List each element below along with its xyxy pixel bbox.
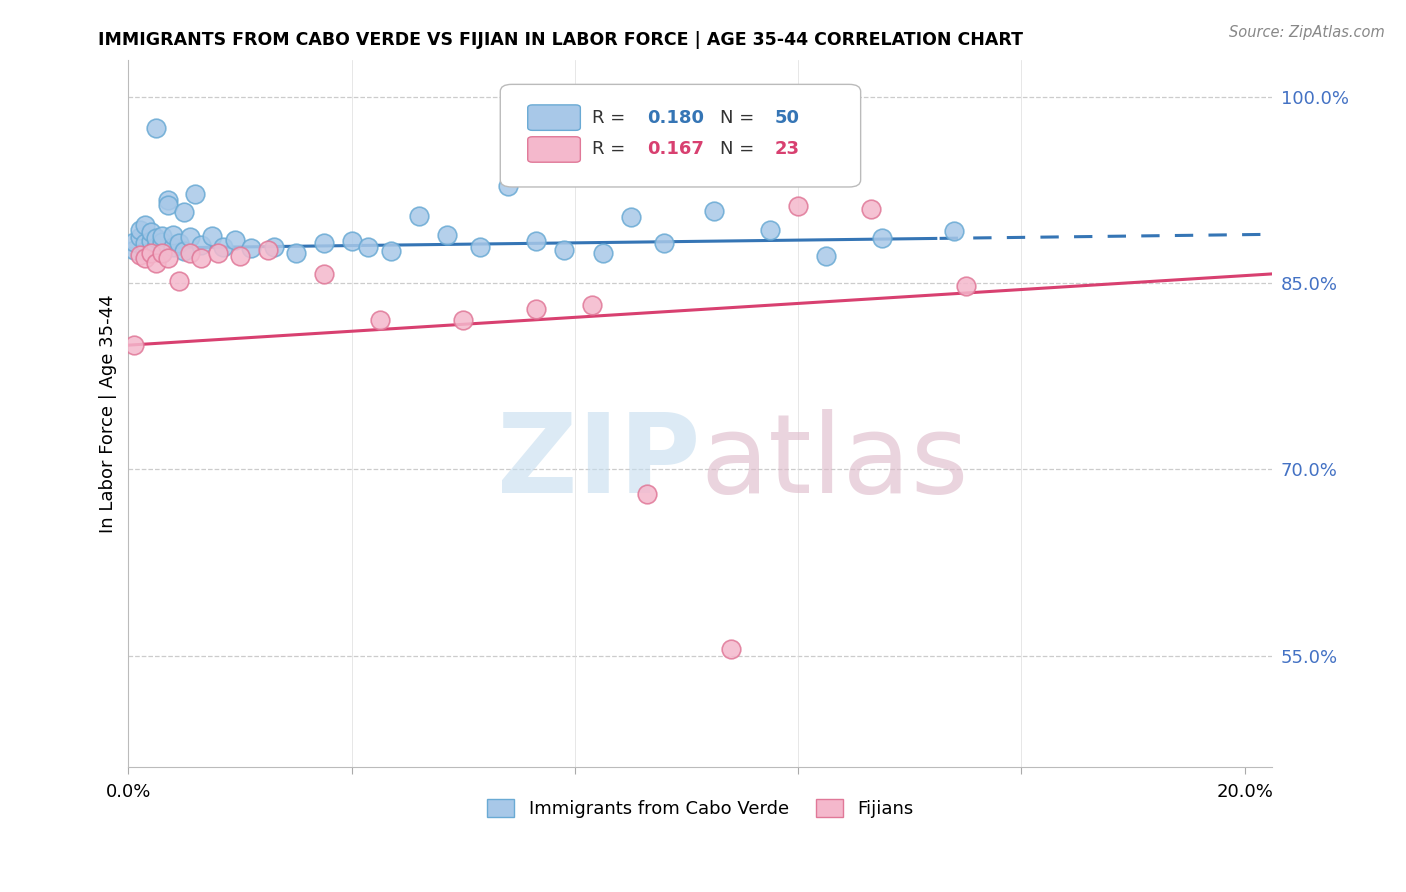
Point [224,233,246,247]
Point [139,246,162,260]
Point [312,236,335,251]
Point [703,204,725,219]
Point [759,222,782,236]
Text: atlas: atlas [700,409,969,516]
Point [592,246,614,260]
Point [720,642,742,657]
Point [859,202,882,216]
Point [620,211,643,225]
Point [190,237,212,252]
Point [652,236,675,251]
FancyBboxPatch shape [527,105,581,130]
Point [240,241,263,255]
Point [207,246,229,260]
Point [150,246,173,260]
Text: 0.167: 0.167 [647,140,703,159]
Point [150,246,173,260]
Text: Source: ZipAtlas.com: Source: ZipAtlas.com [1229,25,1385,40]
Point [436,227,458,242]
Point [128,222,150,236]
Point [284,246,307,260]
Point [167,236,190,251]
Point [145,231,167,245]
Point [553,243,575,257]
Point [145,240,167,254]
Text: R =: R = [592,109,631,127]
Point [179,246,201,260]
Point [162,240,184,254]
Text: R =: R = [592,140,631,159]
Point [179,230,201,244]
FancyBboxPatch shape [527,136,581,162]
Point [139,225,162,239]
Point [150,228,173,243]
Y-axis label: In Labor Force | Age 35-44: In Labor Force | Age 35-44 [100,294,117,533]
Point [340,234,363,248]
Point [156,198,179,212]
Point [201,228,224,243]
Point [156,193,179,207]
Point [156,252,179,266]
Point [145,120,167,135]
Point [122,243,145,257]
Point [312,268,335,282]
Text: 23: 23 [775,140,800,159]
Point [134,244,156,258]
Point [190,252,212,266]
Legend: Immigrants from Cabo Verde, Fijians: Immigrants from Cabo Verde, Fijians [479,792,921,825]
Point [128,230,150,244]
Point [815,249,838,263]
Point [496,179,519,194]
Point [128,247,150,261]
Point [134,236,156,251]
Point [184,186,207,201]
Point [173,205,195,219]
Text: IMMIGRANTS FROM CABO VERDE VS FIJIAN IN LABOR FORCE | AGE 35-44 CORRELATION CHAR: IMMIGRANTS FROM CABO VERDE VS FIJIAN IN … [98,31,1024,49]
Point [955,278,977,293]
Text: N =: N = [720,109,759,127]
Point [173,244,195,258]
Point [212,240,235,254]
Point [257,243,280,257]
Point [122,235,145,249]
Point [408,209,430,223]
Point [139,234,162,248]
Point [870,231,893,245]
Point [134,218,156,232]
Point [145,256,167,270]
Point [524,234,547,248]
Point [122,338,145,352]
Point [637,487,659,501]
FancyBboxPatch shape [501,85,860,187]
Text: ZIP: ZIP [498,409,700,516]
Point [162,227,184,242]
Point [357,240,380,254]
Text: 0.180: 0.180 [647,109,704,127]
Point [453,313,475,327]
Point [167,274,190,288]
Text: N =: N = [720,140,759,159]
Point [150,235,173,249]
Point [524,302,547,317]
Point [263,240,285,254]
Point [139,244,162,258]
Point [380,244,402,258]
Point [134,252,156,266]
Point [943,224,966,238]
Point [468,240,491,254]
Point [368,313,391,327]
Point [581,298,603,312]
Point [787,199,810,213]
Point [229,249,252,263]
Text: 50: 50 [775,109,800,127]
